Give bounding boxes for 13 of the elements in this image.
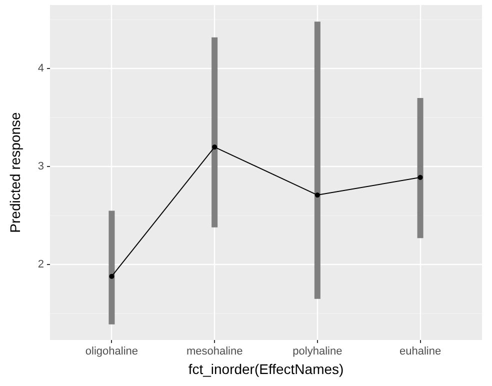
x-axis-title: fct_inorder(EffectNames) [188,361,344,377]
point [418,174,423,180]
x-tick-label: euhaline [399,346,442,358]
y-axis-title: Predicted response [7,112,23,233]
x-tick-label: oligohaline [85,346,138,358]
x-tick-label: polyhaline [292,346,342,358]
y-tick-label: 3 [38,160,44,173]
point [109,274,114,279]
point [212,144,218,150]
y-tick-label: 4 [38,62,44,75]
point [314,192,320,198]
y-tick-label: 2 [38,258,44,271]
x-tick-label: mesohaline [186,346,243,358]
